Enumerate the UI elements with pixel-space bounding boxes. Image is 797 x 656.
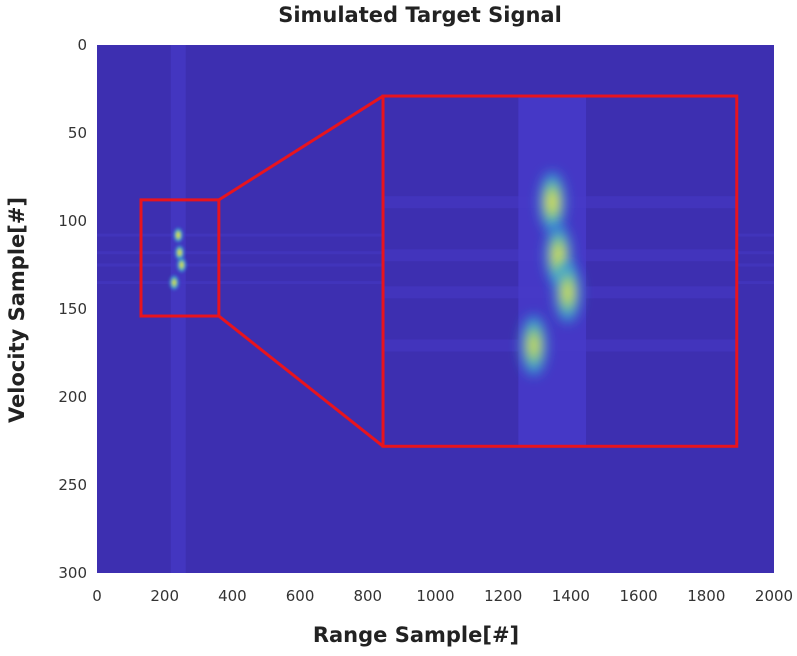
- hotspot: [169, 275, 179, 290]
- signal-stripe: [170, 45, 186, 573]
- x-tick-label: 1800: [687, 587, 725, 605]
- x-axis-ticks: 0 200 400 600 800 1000 1200 1400 1600 1800 2000: [92, 587, 793, 605]
- x-tick-label: 600: [286, 587, 315, 605]
- y-tick-label: 300: [58, 564, 87, 582]
- x-axis-label: Range Sample[#]: [313, 623, 519, 647]
- x-tick-label: 0: [92, 587, 102, 605]
- y-tick-label: 0: [77, 36, 87, 54]
- y-axis-label: Velocity Sample[#]: [5, 197, 29, 423]
- hotspot: [177, 258, 187, 272]
- inset-sidelobe-row: [383, 339, 737, 352]
- x-tick-label: 800: [353, 587, 382, 605]
- y-tick-label: 50: [68, 124, 87, 142]
- zoom-inset-frame: [381, 94, 739, 448]
- y-tick-label: 200: [58, 388, 87, 406]
- zoom-connector-top: [218, 94, 384, 202]
- x-tick-label: 1200: [484, 587, 522, 605]
- y-tick-label: 100: [58, 212, 87, 230]
- x-tick-label: 400: [218, 587, 247, 605]
- hotspot: [175, 245, 185, 260]
- zoom-inset-marks: [383, 96, 737, 447]
- y-axis-ticks: 0 50 100 150 200 250 300: [58, 36, 87, 582]
- inset-hotspot: [554, 262, 581, 323]
- x-tick-label: 1000: [416, 587, 454, 605]
- inset-hotspot: [520, 315, 547, 376]
- chart-title: Simulated Target Signal: [278, 3, 562, 27]
- y-tick-label: 150: [58, 300, 87, 318]
- zoom-connector-bottom: [217, 314, 384, 448]
- hotspot: [173, 228, 183, 243]
- x-tick-label: 1600: [620, 587, 658, 605]
- zoom-overlay: [139, 94, 739, 448]
- zoom-source-box: [139, 198, 221, 318]
- inset-hotspot: [539, 172, 566, 233]
- x-tick-label: 2000: [755, 587, 793, 605]
- y-tick-label: 250: [58, 476, 87, 494]
- x-tick-label: 200: [150, 587, 179, 605]
- x-tick-label: 1400: [552, 587, 590, 605]
